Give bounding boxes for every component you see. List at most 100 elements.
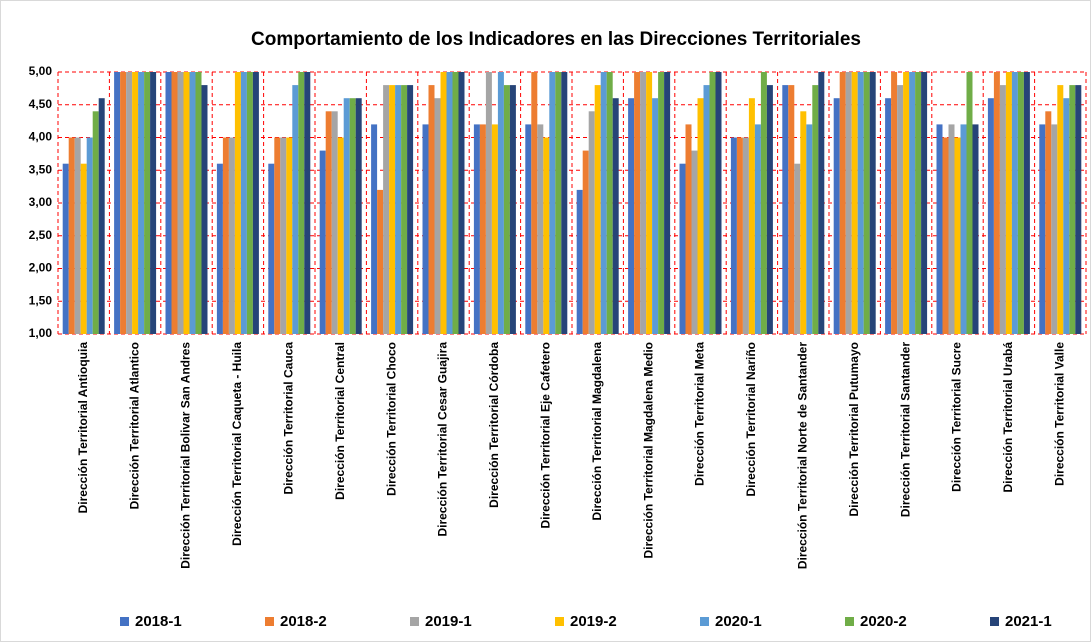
bar bbox=[812, 85, 819, 334]
legend-label: 2018-2 bbox=[280, 613, 327, 630]
legend-label: 2020-1 bbox=[715, 613, 762, 630]
bar bbox=[703, 85, 710, 334]
bar bbox=[428, 85, 435, 334]
bar bbox=[377, 189, 384, 334]
bar bbox=[594, 85, 601, 334]
bar bbox=[748, 98, 755, 334]
bar bbox=[201, 85, 208, 334]
legend-label: 2020-2 bbox=[860, 613, 907, 630]
bar bbox=[497, 72, 504, 334]
bar bbox=[331, 111, 338, 334]
bar bbox=[1023, 72, 1030, 334]
legend-label: 2019-2 bbox=[570, 613, 617, 630]
bar bbox=[987, 98, 994, 334]
bar bbox=[715, 72, 722, 334]
x-tick-label: Dirección Territorial Sucre bbox=[950, 342, 964, 492]
x-tick-label: Dirección Territorial Choco bbox=[384, 342, 398, 496]
bar bbox=[280, 137, 287, 334]
bar bbox=[1005, 72, 1012, 334]
bar bbox=[349, 98, 356, 334]
bar bbox=[132, 72, 139, 334]
bar bbox=[845, 72, 852, 334]
y-tick-label: 1,50 bbox=[29, 293, 53, 307]
bar bbox=[98, 98, 105, 334]
legend-label: 2018-1 bbox=[135, 613, 182, 630]
x-tick-label: Dirección Territorial Santander bbox=[898, 342, 912, 517]
bar bbox=[389, 85, 396, 334]
bar bbox=[806, 124, 813, 335]
x-tick-label: Dirección Territorial Caqueta - Huila bbox=[230, 342, 244, 546]
bar bbox=[177, 72, 184, 334]
bar bbox=[120, 72, 127, 334]
bar bbox=[458, 72, 465, 334]
bar bbox=[664, 72, 671, 334]
bar bbox=[395, 85, 402, 334]
bar bbox=[818, 72, 825, 334]
bar bbox=[74, 137, 81, 334]
bar bbox=[909, 72, 916, 334]
bar bbox=[652, 98, 659, 334]
bar bbox=[422, 124, 429, 335]
bar bbox=[576, 189, 583, 334]
bar bbox=[543, 137, 550, 334]
y-tick-label: 2,50 bbox=[29, 228, 53, 242]
y-tick-label: 3,00 bbox=[29, 195, 53, 209]
bar bbox=[371, 124, 378, 335]
bar bbox=[1069, 85, 1076, 334]
bar bbox=[1039, 124, 1046, 335]
bar bbox=[252, 72, 259, 334]
legend-swatch bbox=[700, 617, 709, 626]
bar bbox=[298, 72, 305, 334]
bar bbox=[839, 72, 846, 334]
bar bbox=[754, 124, 761, 335]
bar bbox=[1075, 85, 1082, 334]
bar bbox=[869, 72, 876, 334]
bar bbox=[903, 72, 910, 334]
bar bbox=[582, 150, 589, 334]
legend-swatch bbox=[410, 617, 419, 626]
bar bbox=[658, 72, 665, 334]
bar bbox=[234, 72, 241, 334]
x-tick-label: Dirección Territorial Atlantico bbox=[127, 342, 141, 509]
bar bbox=[960, 124, 967, 335]
bar bbox=[646, 72, 653, 334]
y-tick-label: 1,00 bbox=[29, 326, 53, 340]
y-tick-label: 3,50 bbox=[29, 162, 53, 176]
bar bbox=[286, 137, 293, 334]
bar bbox=[144, 72, 151, 334]
bar bbox=[857, 72, 864, 334]
bar bbox=[319, 150, 326, 334]
bar bbox=[228, 137, 235, 334]
bar bbox=[337, 137, 344, 334]
bar bbox=[268, 163, 275, 334]
bar bbox=[606, 72, 613, 334]
bar bbox=[555, 72, 562, 334]
bar bbox=[915, 72, 922, 334]
bar bbox=[628, 98, 635, 334]
bar bbox=[509, 85, 516, 334]
bar bbox=[325, 111, 332, 334]
bar bbox=[479, 124, 486, 335]
bar bbox=[966, 72, 973, 334]
bar bbox=[304, 72, 311, 334]
bar bbox=[936, 124, 943, 335]
bar bbox=[80, 163, 87, 334]
bar bbox=[851, 72, 858, 334]
x-tick-label: Dirección Territorial Putumayo bbox=[847, 342, 861, 517]
bar bbox=[600, 72, 607, 334]
bar bbox=[972, 124, 979, 335]
bar bbox=[679, 163, 686, 334]
x-tick-label: Dirección Territorial Bolivar San Andres bbox=[179, 342, 193, 569]
bar bbox=[1011, 72, 1018, 334]
bar bbox=[525, 124, 532, 335]
x-tick-label: Dirección Territorial Córdoba bbox=[487, 342, 501, 508]
bar bbox=[126, 72, 133, 334]
bar bbox=[86, 137, 93, 334]
legend-swatch bbox=[845, 617, 854, 626]
legend-swatch bbox=[990, 617, 999, 626]
bar bbox=[993, 72, 1000, 334]
bar bbox=[794, 163, 801, 334]
bar bbox=[485, 72, 492, 334]
bar bbox=[355, 98, 362, 334]
x-tick-label: Dirección Territorial Eje Cafetero bbox=[538, 342, 552, 529]
